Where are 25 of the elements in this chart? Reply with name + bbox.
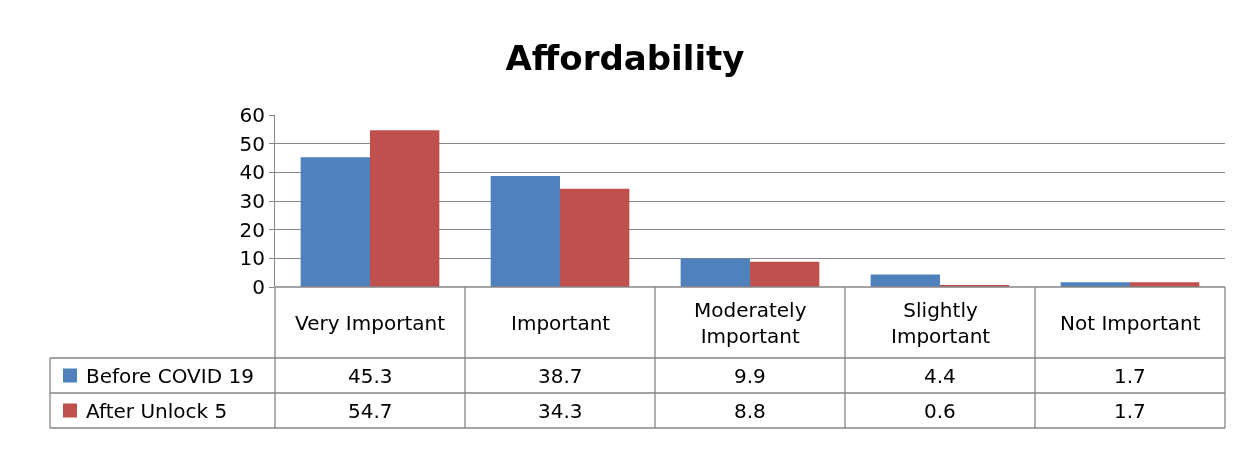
y-tick-label: 10 — [239, 246, 265, 271]
x-tick-label: Slightly Important — [891, 298, 991, 348]
data-label: 45.3 — [348, 364, 393, 388]
data-label: 1.7 — [1114, 364, 1146, 388]
legend-label: Before COVID 19 — [86, 364, 254, 388]
y-tick-label: 50 — [239, 131, 265, 156]
x-tick-label: Very Important — [295, 311, 446, 335]
data-label: 1.7 — [1114, 399, 1146, 423]
y-tick-label: 40 — [239, 160, 265, 185]
data-label: 8.8 — [734, 399, 766, 423]
x-tick-label: Important — [511, 311, 611, 335]
data-label: 9.9 — [734, 364, 766, 388]
legend-label: After Unlock 5 — [86, 399, 228, 423]
y-tick-label: 30 — [239, 189, 265, 213]
y-tick-label: 0 — [252, 275, 265, 299]
data-label: 38.7 — [538, 364, 583, 388]
x-tick-label: Not Important — [1060, 311, 1201, 335]
y-tick-label: 20 — [239, 217, 265, 242]
data-label: 34.3 — [538, 399, 583, 423]
data-label: 4.4 — [924, 364, 956, 388]
x-tick-label: Moderately Important — [694, 298, 807, 348]
data-label: 54.7 — [348, 399, 393, 423]
chart-title: Affordability — [505, 37, 745, 78]
y-tick-label: 60 — [239, 103, 265, 127]
data-label: 0.6 — [924, 399, 956, 423]
